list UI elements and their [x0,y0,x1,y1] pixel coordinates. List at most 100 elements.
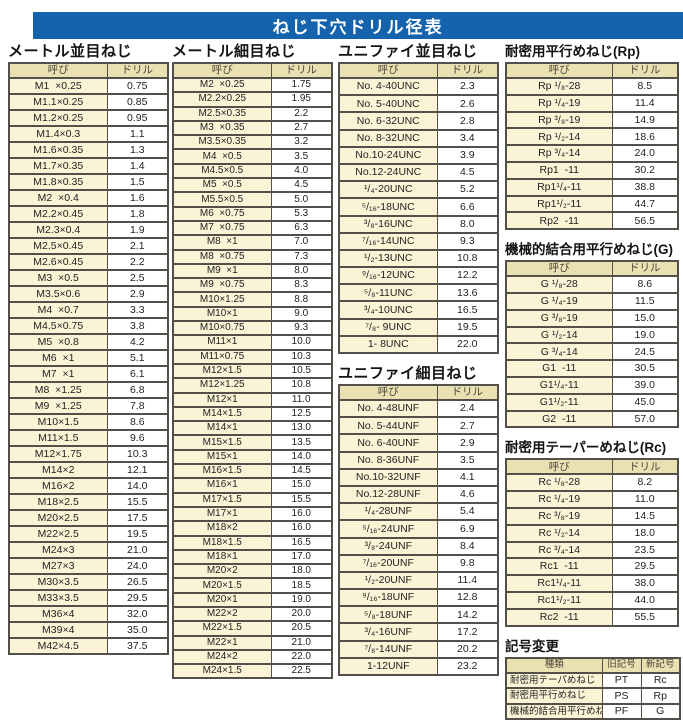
table-cell: Rp ¹/₄-19 [505,94,613,113]
table-row: M16×1.5 14.5 [172,463,333,480]
table-cell: G ³/₄-14 [505,342,613,362]
table-cell: 30.5 [611,359,679,378]
table-cell: 6.3 [270,220,333,237]
table-cell: 19.5 [436,318,499,337]
table-cell: M8 ×0.75 [172,249,272,265]
table-row: No. 8-36UNF 3.5 [338,451,499,470]
table-cell: 22.5 [270,663,333,680]
table-row: M2.5×0.45 2.1 [8,237,169,255]
table-cell: M6 ×0.75 [172,206,272,222]
table-row: M30×3.5 26.5 [8,573,169,591]
table-cell: M2.6×0.45 [8,253,108,271]
table-row: 機械的結合用平行めねじPFG [505,703,681,720]
table-row: M42×4.5 37.5 [8,637,169,655]
table-row: M17×1.5 15.5 [172,492,333,508]
table-cell: 5.2 [436,180,499,200]
table-row: M27×3 24.0 [8,557,169,575]
table-cell: M1.7×0.35 [8,157,108,175]
table-row: M22×2 20.0 [172,606,333,623]
table-cell: 0.95 [106,109,169,127]
table-cell: M30×3.5 [8,573,108,591]
table-cell: M1 ×0.25 [8,77,108,95]
table-row: M12×1.25 10.8 [172,377,333,394]
table-cell: 20.5 [270,620,333,637]
table-cell: M11×1.5 [8,429,108,447]
table-cell: 19.5 [106,525,169,543]
table-cell: 18.0 [611,524,679,543]
table-cell: M14×1 [172,420,272,437]
table-cell: M1.4×0.3 [8,125,108,143]
column-header-old-symbol: 旧記号 [601,657,642,674]
table-cell: Rp2 -11 [505,211,613,231]
table-row: ³/₄-10UNC 16.5 [338,300,499,320]
table-cell: M42×4.5 [8,637,108,655]
table-header-row: 呼び ドリル [505,62,679,79]
table-cell: ⁷/₁₆-20UNF [338,554,438,573]
metric-coarse-table: 呼び ドリル M1 ×0.25 0.75 M1.1×0.25 0.85 M1.2×0.2… [8,62,169,655]
table-cell: No. 8-32UNC [338,129,438,148]
table-row: M5 ×0.8 4.2 [8,333,169,351]
table-cell: 16.5 [436,300,499,320]
table-cell: M16×2 [8,477,108,495]
table-cell: M20×2.5 [8,509,108,527]
table-cell: 4.6 [436,485,499,505]
table-row: M3 ×0.35 2.7 [172,120,333,137]
table-row: M17×1 16.0 [172,506,333,523]
table-cell: M5.5×0.5 [172,191,272,208]
table-cell: 3.4 [436,129,499,148]
table-cell: Rc1 -11 [505,557,613,577]
column-header-drill: ドリル [436,384,499,401]
table-cell: ⁵/₈-18UNF [338,605,438,625]
table-cell: 2.8 [436,111,499,131]
table-cell: 30.2 [611,161,679,180]
unified-coarse-table: 呼び ドリル No. 4-40UNC 2.3 No. 5-40UNC 2.6 No. 6… [338,62,499,355]
table-row: ⁵/₈-18UNF 14.2 [338,605,499,625]
table-cell: M14×1.5 [172,406,272,423]
table-row: M8 ×1 7.0 [172,234,333,251]
table-row: M14×1.5 12.5 [172,406,333,423]
column-header-new-symbol: 新記号 [640,657,681,674]
table-row: G1 -11 30.5 [505,359,679,378]
table-cell: 56.5 [611,211,679,231]
table-cell: M10×1.5 [8,413,108,431]
table-cell: M22×1 [172,635,272,651]
table-cell: 26.5 [106,573,169,591]
table-cell: Rp ¹/₈-28 [505,77,613,96]
column-header-name: 呼び [172,62,272,79]
table-row: ⁹/₁₆-12UNC 12.2 [338,266,499,286]
table-cell: 2.2 [106,253,169,271]
table-row: M39×4 35.0 [8,621,169,639]
column-header-drill: ドリル [436,62,499,79]
table-row: M2 ×0.25 1.75 [172,77,333,94]
table-cell: 37.5 [106,637,169,655]
table-row: M11×1.5 9.6 [8,429,169,447]
table-cell: PS [601,687,642,705]
table-cell: M3 ×0.35 [172,120,272,137]
table-cell: M9 ×0.75 [172,277,272,294]
table-cell: M2.5×0.45 [8,237,108,255]
table-row: G2 -11 57.0 [505,410,679,429]
table-cell: M22×2.5 [8,525,108,543]
table-row: M9 ×1 8.0 [172,263,333,280]
table-cell: M6 ×1 [8,349,108,367]
table-cell: M2.2×0.25 [172,91,272,108]
table-cell: Rp ¹/₂-14 [505,127,613,147]
table-cell: 12.2 [436,266,499,286]
table-row: 耐密用テーパめねじ PT Rc [505,672,681,689]
column-header-name: 呼び [8,62,108,79]
table-cell: M4.5×0.75 [8,317,108,335]
table-cell: G ¹/₈-28 [505,275,613,294]
table-cell: No.10-32UNF [338,468,438,487]
table-header-row: 呼び ドリル [505,458,679,476]
table-cell: 39.0 [611,376,679,395]
table-cell: 5.0 [270,191,333,208]
column-pipe-threads: 耐密用平行めねじ(Rp) 呼び ドリル Rp ¹/₈-28 8.5 Rp ¹/₄-1… [505,44,681,720]
table-cell: ⁷/₁₆-14UNC [338,232,438,251]
table-cell: M16×1.5 [172,463,272,480]
table-cell: 10.3 [270,349,333,365]
table-cell: 9.6 [106,429,169,447]
table-row: M2.2×0.25 1.95 [172,91,333,108]
table-row: M24×2 22.0 [172,649,333,666]
table-row: M1.4×0.3 1.1 [8,125,169,143]
table-cell: 18.5 [270,577,333,594]
